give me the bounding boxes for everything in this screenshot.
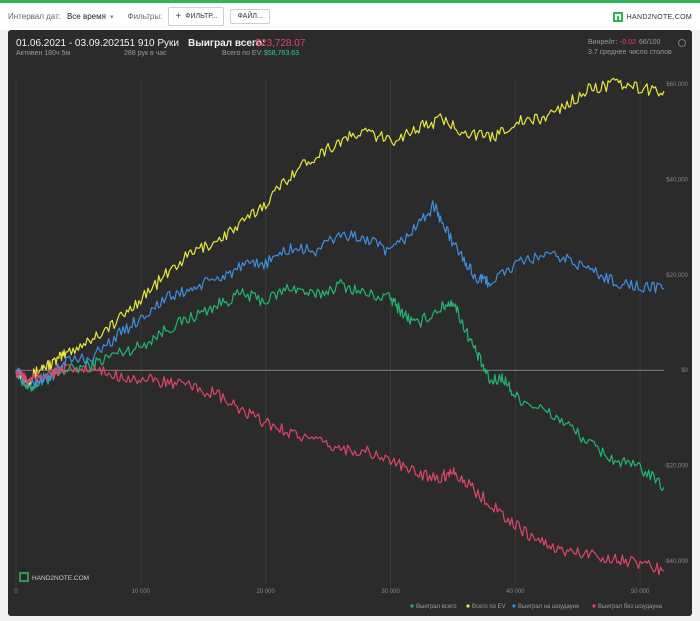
y-tick-label: $40,000 (666, 177, 688, 183)
legend-marker (592, 604, 596, 608)
plus-icon: + (175, 11, 182, 22)
series-line (15, 278, 665, 492)
legend-marker (512, 604, 516, 608)
brand-logo[interactable]: HAND2NOTE.COM (612, 12, 692, 22)
settings-gear-icon[interactable] (678, 39, 686, 47)
legend-label: Всего по EV (472, 604, 506, 610)
x-tick-label: 20 000 (256, 589, 275, 595)
add-filter-button-label: ФИЛЬТР... (185, 13, 218, 20)
winrate-value: -0.02 (620, 39, 636, 46)
hands-count: 51 910 Руки (124, 38, 179, 49)
legend-label: Выиграл без шоудауна (598, 604, 663, 610)
legend-marker (410, 604, 414, 608)
series-line (15, 200, 665, 388)
filters-label: Фильтры: (127, 12, 163, 21)
y-tick-label: -$40,000 (664, 559, 688, 565)
legend-label: Выиграл всего (416, 604, 457, 610)
date-interval-select[interactable]: Все время (66, 12, 106, 21)
x-tick-label: 30 000 (381, 589, 400, 595)
hand2note-logo-icon (612, 12, 623, 22)
series-line (15, 364, 664, 576)
file-button-label: ФАЙЛ... (237, 13, 263, 20)
legend-marker (466, 604, 470, 608)
winrate-suffix: 66/100 (639, 39, 661, 46)
ev-total-value: $58,763.63 (264, 50, 300, 57)
hands-per-hour: 288 рук в час (124, 50, 167, 57)
add-filter-button[interactable]: + ФИЛЬТР... (168, 7, 225, 26)
x-tick-label: 40 000 (506, 589, 525, 595)
chevron-down-icon[interactable]: ▾ (109, 13, 114, 21)
legend-label: Выиграл на шоудауне (518, 604, 580, 610)
watermark-text: HAND2NOTE.COM (32, 575, 89, 582)
y-tick-label: $60,000 (666, 82, 688, 88)
filter-toolbar: Интервал дат: Все время ▾ Фильтры: + ФИЛЬ… (0, 0, 700, 30)
avg-tables: 3.7 среднее число столов (588, 49, 672, 56)
x-tick-label: 10 000 (132, 589, 151, 595)
series-line (15, 77, 665, 387)
won-total-label: Выиграл всего: (188, 38, 266, 49)
ev-total-label: Всего по EV: (222, 50, 263, 57)
y-tick-label: $0 (681, 368, 688, 374)
x-tick-label: 0 (14, 589, 18, 595)
file-button[interactable]: ФАЙЛ... (230, 9, 270, 24)
date-interval-label: Интервал дат: (8, 12, 61, 21)
date-range: 01.06.2021 - 03.09.2021 (16, 38, 125, 49)
y-tick-label: -$20,000 (664, 464, 688, 470)
winrate-label: Винрейт: (588, 39, 618, 46)
active-time: Активен 180ч 5м (16, 50, 71, 57)
graph-panel: 01.06.2021 - 03.09.2021 Активен 180ч 5м … (8, 30, 692, 616)
watermark-logo-icon (19, 572, 29, 582)
x-tick-label: 50 000 (631, 589, 650, 595)
won-total-value: -$23,728.07 (252, 38, 306, 49)
brand-name: HAND2NOTE.COM (626, 13, 692, 21)
y-tick-label: $20,000 (666, 273, 688, 279)
